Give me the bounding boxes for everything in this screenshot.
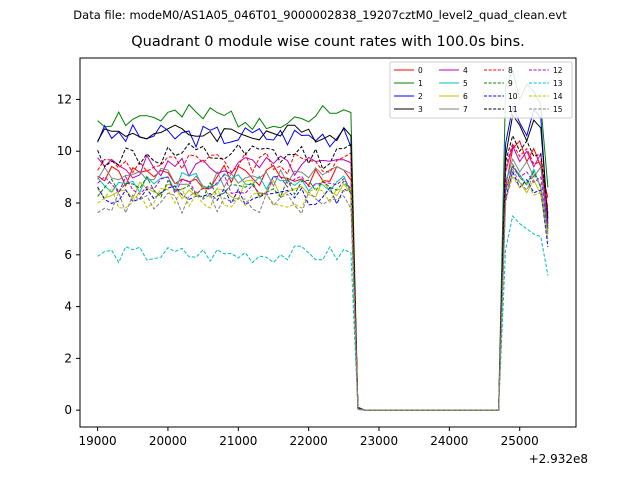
y-tick-label: 6 bbox=[64, 248, 72, 262]
x-tick-label: 22000 bbox=[290, 434, 328, 448]
legend-box bbox=[389, 61, 573, 119]
legend-label-3: 3 bbox=[418, 105, 423, 114]
y-tick-label: 0 bbox=[64, 403, 72, 417]
legend-label-2: 2 bbox=[418, 92, 423, 101]
series-line-3 bbox=[97, 113, 549, 411]
y-tick-label: 10 bbox=[57, 144, 72, 158]
legend-label-0: 0 bbox=[418, 66, 423, 75]
legend-label-8: 8 bbox=[508, 66, 513, 75]
x-tick-label: 19000 bbox=[78, 434, 116, 448]
legend-label-1: 1 bbox=[418, 79, 423, 88]
legend-label-7: 7 bbox=[463, 105, 468, 114]
series-line-6 bbox=[97, 176, 549, 411]
y-axis-ticks: 0 2 4 6 8 10 12 bbox=[57, 92, 80, 417]
series-line-14 bbox=[97, 175, 549, 411]
y-tick-label: 2 bbox=[64, 351, 72, 365]
chart-title: Quadrant 0 module wise count rates with … bbox=[131, 34, 525, 50]
y-tick-label: 12 bbox=[57, 92, 72, 106]
x-tick-label: 20000 bbox=[149, 434, 187, 448]
series-line-8 bbox=[97, 142, 549, 411]
legend-label-10: 10 bbox=[508, 92, 518, 101]
x-tick-label: 23000 bbox=[360, 434, 398, 448]
plot-frame bbox=[79, 57, 577, 428]
series-line-9 bbox=[97, 162, 549, 411]
series-line-10 bbox=[97, 170, 549, 411]
legend-label-6: 6 bbox=[463, 92, 468, 101]
x-tick-label: 25000 bbox=[501, 434, 539, 448]
x-offset-label: +2.932e8 bbox=[528, 452, 588, 466]
x-tick-label: 24000 bbox=[430, 434, 468, 448]
series-line-12 bbox=[97, 165, 549, 411]
y-tick-label: 8 bbox=[64, 196, 72, 210]
legend-label-14: 14 bbox=[553, 92, 563, 101]
legend-label-5: 5 bbox=[463, 79, 468, 88]
series-line-15 bbox=[97, 167, 549, 411]
legend-label-11: 11 bbox=[508, 105, 518, 114]
legend-label-15: 15 bbox=[553, 105, 563, 114]
series-line-5 bbox=[97, 165, 549, 411]
legend-label-4: 4 bbox=[463, 66, 468, 75]
legend-label-13: 13 bbox=[553, 79, 563, 88]
series-layer bbox=[97, 69, 549, 411]
legend-label-9: 9 bbox=[508, 79, 513, 88]
series-line-13 bbox=[97, 214, 549, 411]
x-axis-ticks: 19000 20000 21000 22000 23000 24000 25000 bbox=[78, 427, 539, 448]
data-file-title: Data file: modeM0/AS1A05_046T01_90000028… bbox=[73, 8, 567, 22]
legend-label-12: 12 bbox=[553, 66, 563, 75]
series-line-1 bbox=[97, 69, 549, 411]
x-tick-label: 21000 bbox=[219, 434, 257, 448]
series-line-4 bbox=[97, 144, 549, 411]
y-tick-label: 4 bbox=[64, 300, 72, 314]
